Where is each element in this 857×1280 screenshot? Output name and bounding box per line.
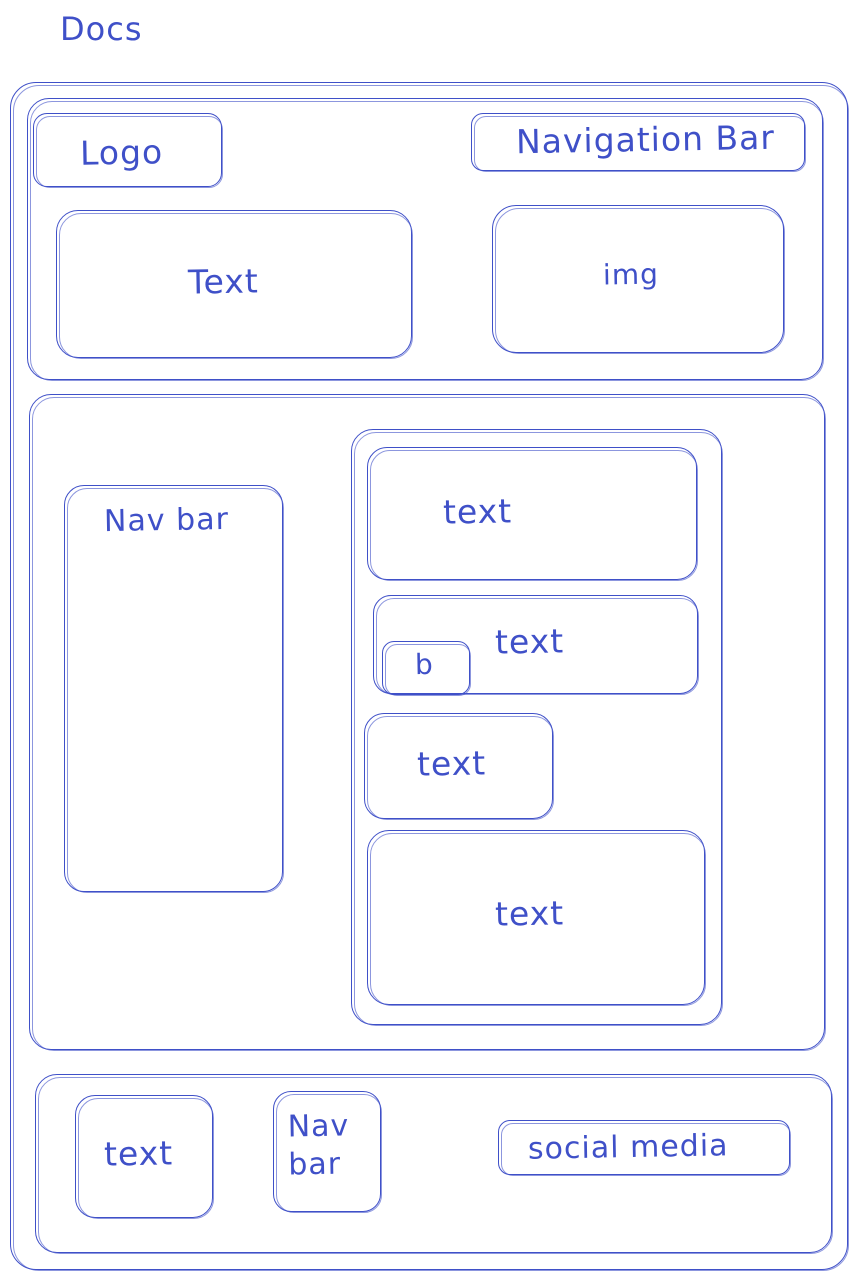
sidebar-nav-box[interactable] <box>64 485 284 893</box>
logo-label: Logo <box>79 132 164 173</box>
content-block-1-label: text <box>442 491 513 532</box>
hero-image-label: img <box>602 257 660 292</box>
social-media-label: social media <box>527 1128 729 1167</box>
content-block-3-label: text <box>416 743 487 784</box>
content-block-2-label: text <box>494 621 565 662</box>
content-block-4-label: text <box>494 893 565 934</box>
footer-nav-label: Nav bar <box>287 1108 350 1183</box>
content-block-1 <box>367 447 698 581</box>
content-block-2-badge-label: b <box>414 647 435 682</box>
footer-text-label: text <box>103 1133 174 1174</box>
page-title: Docs <box>60 10 143 48</box>
navigation-bar-label: Navigation Bar <box>515 117 776 162</box>
sidebar-nav-label: Nav bar <box>103 501 230 540</box>
hero-text-label: Text <box>187 261 260 302</box>
